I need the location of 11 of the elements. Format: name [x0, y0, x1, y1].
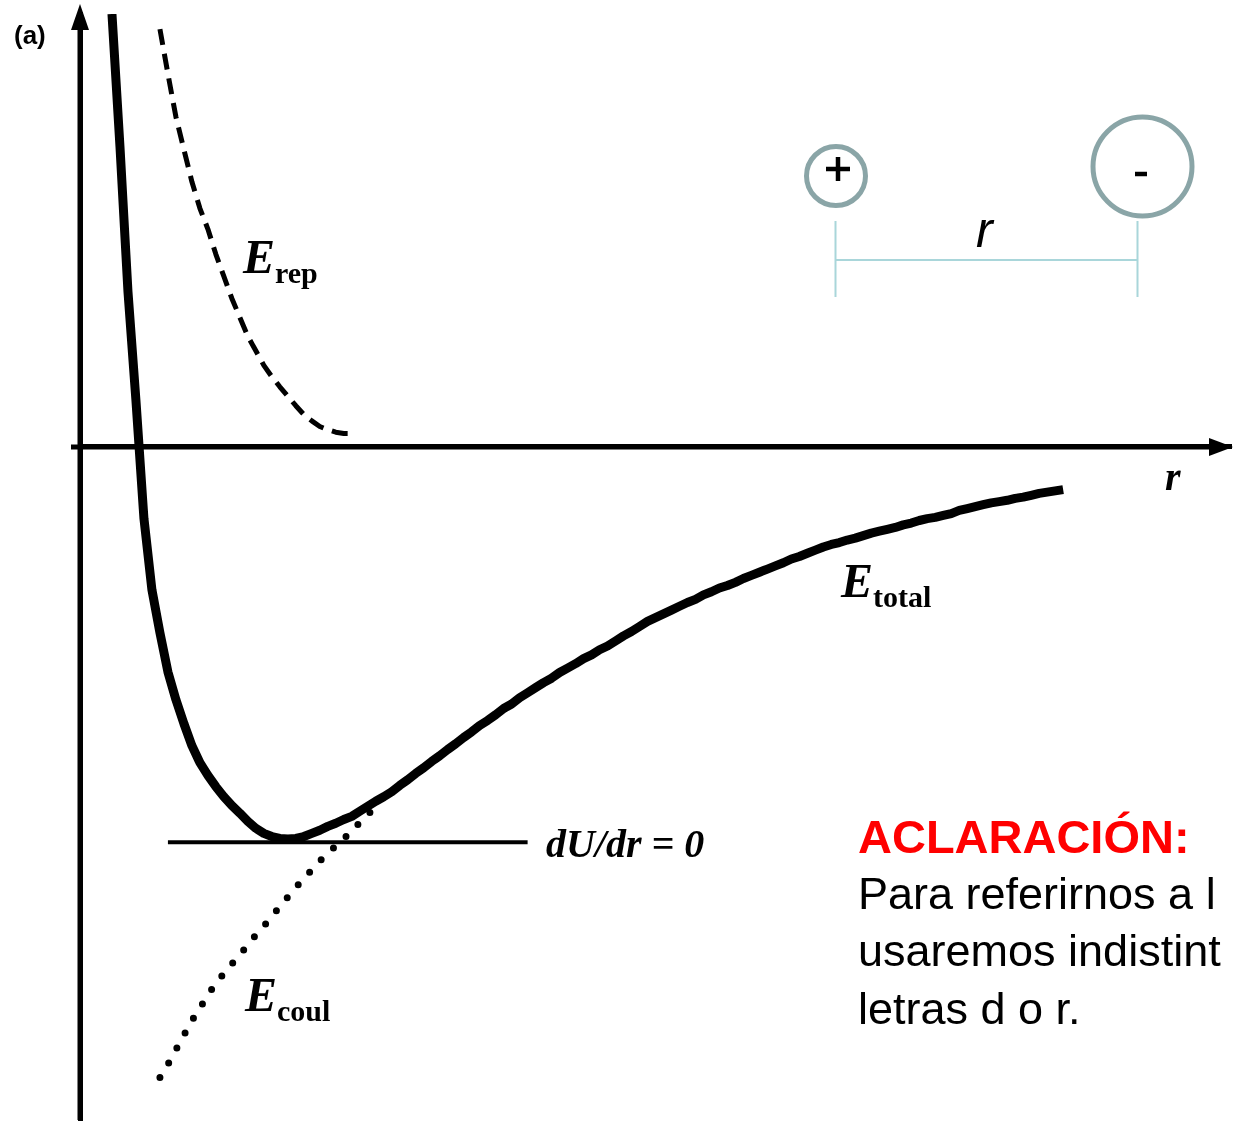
annotation: usaremos indistint	[858, 925, 1221, 976]
annotation: r	[976, 202, 993, 258]
series-label: dU/dr = 0	[546, 821, 705, 866]
series-label: E$_{total}$	[841, 554, 932, 613]
series-label: E$_{rep}$	[243, 230, 318, 289]
y-axis-title: (a)	[14, 20, 46, 50]
x-axis-title: r	[1165, 453, 1181, 499]
annotation: Para referirnos a l	[858, 868, 1216, 919]
series-label: E$_{coul}$	[245, 968, 331, 1027]
annotation: ACLARACIÓN:	[858, 810, 1190, 863]
annotation: letras d o r.	[858, 983, 1081, 1034]
